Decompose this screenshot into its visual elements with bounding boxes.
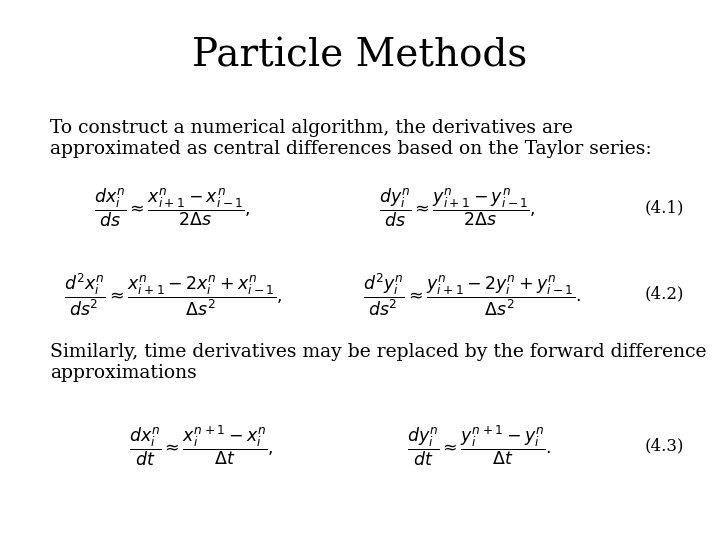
Text: (4.3): (4.3) xyxy=(644,437,684,454)
Text: $\dfrac{dy_i^n}{dt} \approx \dfrac{y_i^{n+1} - y_i^n}{\Delta t}.$: $\dfrac{dy_i^n}{dt} \approx \dfrac{y_i^{… xyxy=(407,423,551,468)
Text: $\dfrac{d^2 x_i^n}{ds^2} \approx \dfrac{x_{i+1}^n - 2x_i^n + x_{i-1}^n}{\Delta s: $\dfrac{d^2 x_i^n}{ds^2} \approx \dfrac{… xyxy=(64,271,282,318)
Text: Particle Methods: Particle Methods xyxy=(192,38,528,75)
Text: Similarly, time derivatives may be replaced by the forward difference
approximat: Similarly, time derivatives may be repla… xyxy=(50,343,707,382)
Text: To construct a numerical algorithm, the derivatives are
approximated as central : To construct a numerical algorithm, the … xyxy=(50,119,652,158)
Text: $\dfrac{d^2 y_i^n}{ds^2} \approx \dfrac{y_{i+1}^n - 2y_i^n + y_{i-1}^n}{\Delta s: $\dfrac{d^2 y_i^n}{ds^2} \approx \dfrac{… xyxy=(363,271,580,318)
Text: (4.1): (4.1) xyxy=(644,199,684,217)
Text: $\dfrac{dy_i^n}{ds} \approx \dfrac{y_{i+1}^n - y_{i-1}^n}{2\Delta s},$: $\dfrac{dy_i^n}{ds} \approx \dfrac{y_{i+… xyxy=(379,187,536,229)
Text: (4.2): (4.2) xyxy=(644,286,684,303)
Text: $\dfrac{dx_i^n}{ds} \approx \dfrac{x_{i+1}^n - x_{i-1}^n}{2\Delta s},$: $\dfrac{dx_i^n}{ds} \approx \dfrac{x_{i+… xyxy=(94,187,251,229)
Text: $\dfrac{dx_i^n}{dt} \approx \dfrac{x_i^{n+1} - x_i^n}{\Delta t},$: $\dfrac{dx_i^n}{dt} \approx \dfrac{x_i^{… xyxy=(130,423,274,468)
